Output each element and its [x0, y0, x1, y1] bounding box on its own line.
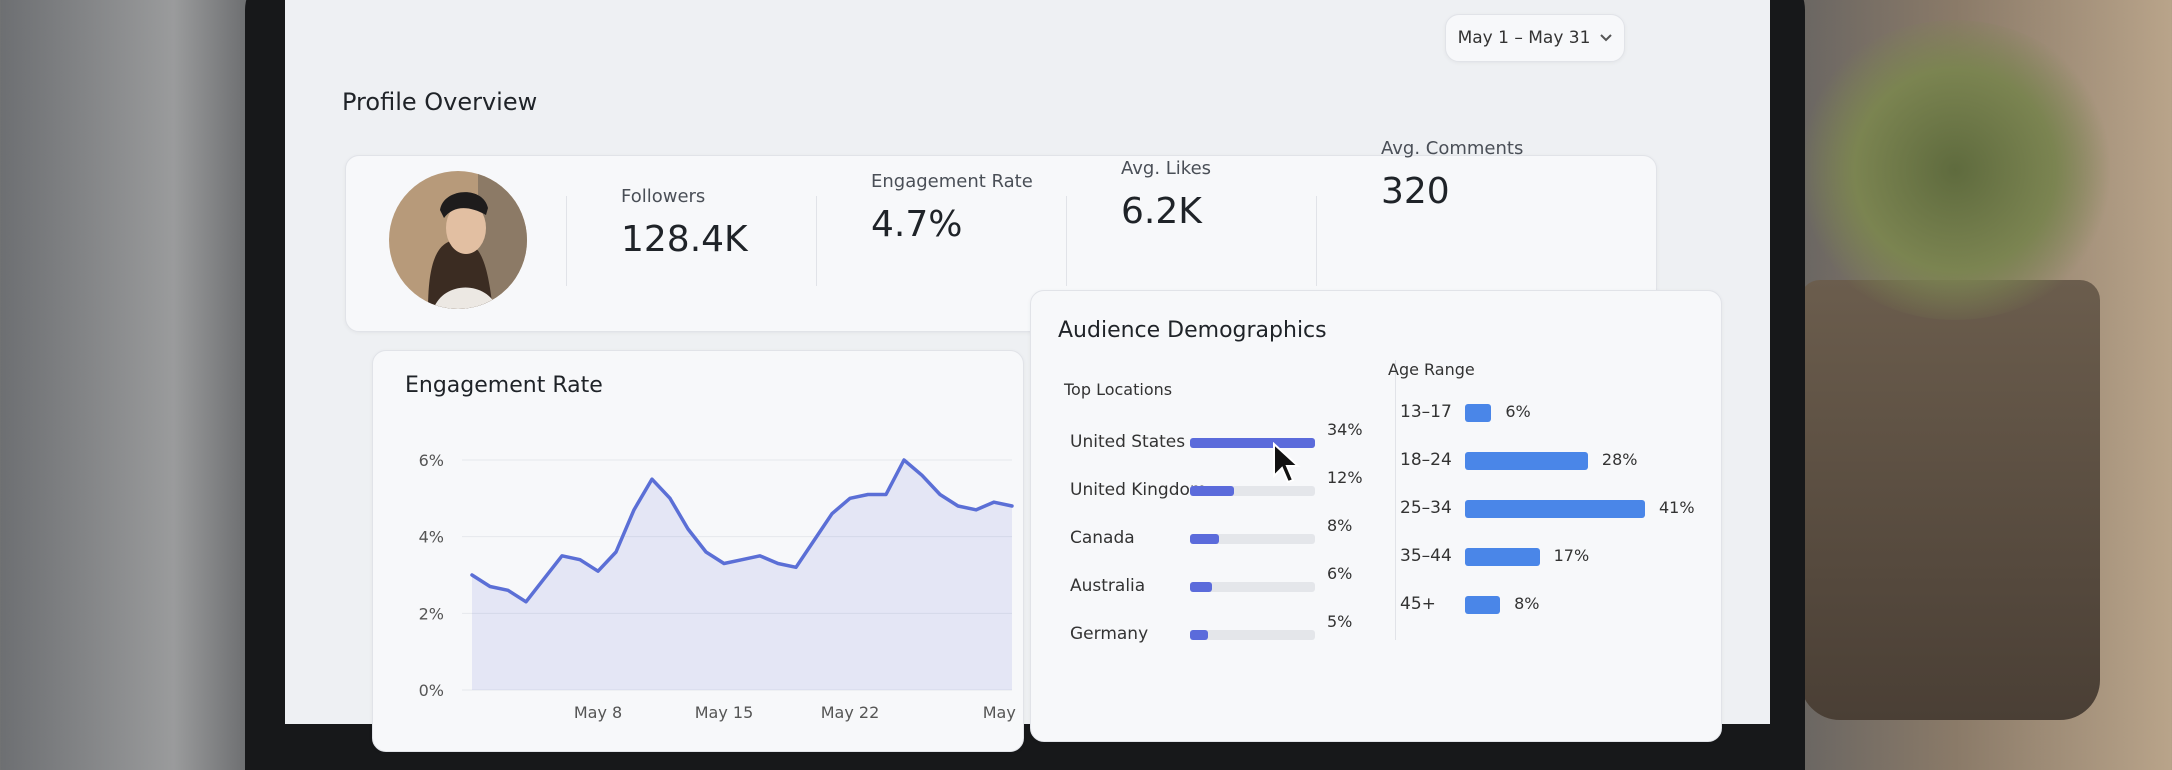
category-label: Australia [1070, 576, 1146, 596]
stat-label: Avg. Comments [1381, 138, 1524, 159]
chart-title: Age Range [1388, 360, 1475, 379]
x-tick-label: May 15 [695, 703, 754, 722]
x-tick-label: May 22 [821, 703, 880, 722]
divider [1066, 196, 1067, 286]
stat: Avg. Comments 320 [1381, 138, 1523, 212]
y-tick-label: 2% [419, 604, 444, 623]
value-label: 8% [1327, 516, 1353, 535]
category-label: Germany [1070, 624, 1149, 644]
category-label: 45+ [1400, 594, 1436, 614]
line [470, 458, 1014, 604]
bar [1465, 404, 1492, 422]
bar [1190, 630, 1209, 640]
date-range: May 1 – May 31 [1457, 28, 1591, 48]
category-label: United States [1070, 432, 1186, 452]
bar [1465, 452, 1588, 470]
y-tick-label: 0% [419, 681, 444, 700]
value-label: 28% [1601, 450, 1638, 469]
chart-title: Engagement Rate [405, 373, 603, 398]
stat: Followers 128.4K [621, 186, 748, 260]
category-label: Canada [1070, 528, 1135, 548]
divider [1395, 360, 1396, 640]
category-label: 25–34 [1400, 498, 1452, 518]
value-label: 8% [1514, 594, 1540, 613]
bar [1190, 534, 1220, 544]
area [472, 460, 1012, 690]
stat-value: 128.4K [621, 219, 748, 260]
value-label: 17% [1553, 546, 1590, 565]
category-label: 13–17 [1400, 402, 1452, 422]
bar-track [1190, 534, 1315, 544]
page-title: Profile Overview [342, 88, 538, 116]
value-label: 34% [1327, 420, 1363, 439]
plant [1790, 20, 2120, 320]
stat-label: Avg. Likes [1121, 158, 1212, 179]
stat-label: Engagement Rate [871, 171, 1033, 192]
category-label: United Kingdom [1070, 480, 1207, 500]
value-label: 41% [1659, 498, 1695, 517]
bar [1190, 438, 1315, 448]
stat-value: 6.2K [1121, 191, 1202, 232]
stat: Engagement Rate 4.7% [871, 171, 1033, 245]
chevron-icon [1600, 34, 1613, 42]
plant-pot [1800, 280, 2100, 720]
bar-track [1190, 486, 1315, 496]
bar [1190, 582, 1213, 592]
value-label: 6% [1505, 402, 1531, 421]
value-label: 5% [1327, 612, 1353, 631]
value-label: 6% [1327, 564, 1353, 583]
engagement-card [372, 350, 1024, 752]
stat-value: 4.7% [871, 204, 963, 245]
x-tick-label: May 8 [574, 703, 622, 722]
bar [1465, 500, 1645, 518]
stat: Avg. Likes 6.2K [1121, 158, 1211, 232]
section-title: Audience Demographics [1058, 318, 1327, 343]
date-picker[interactable]: May 1 – May 31 [1445, 14, 1625, 62]
category-label: 35–44 [1400, 546, 1452, 566]
y-tick-label: 6% [419, 451, 444, 470]
stat-value: 320 [1381, 171, 1450, 212]
avatar [389, 171, 527, 309]
category-label: 18–24 [1400, 450, 1452, 470]
value-label: 12% [1327, 468, 1363, 487]
bar [1190, 486, 1235, 496]
line-chart: 0% 2% 4% 6% May 8 May 15 May 22 May 31 [419, 451, 1022, 722]
x-tick-label: May 31 [983, 703, 1022, 722]
chart-title: Top Locations [1064, 380, 1173, 399]
bar [1465, 596, 1501, 614]
divider [816, 196, 817, 286]
divider [1316, 196, 1317, 286]
bar-track [1190, 630, 1315, 640]
cursor [1273, 442, 1301, 484]
bar-track [1190, 582, 1315, 592]
bar [1465, 548, 1540, 566]
stat-label: Followers [621, 186, 706, 207]
divider [566, 196, 567, 286]
y-tick-label: 4% [419, 528, 444, 547]
